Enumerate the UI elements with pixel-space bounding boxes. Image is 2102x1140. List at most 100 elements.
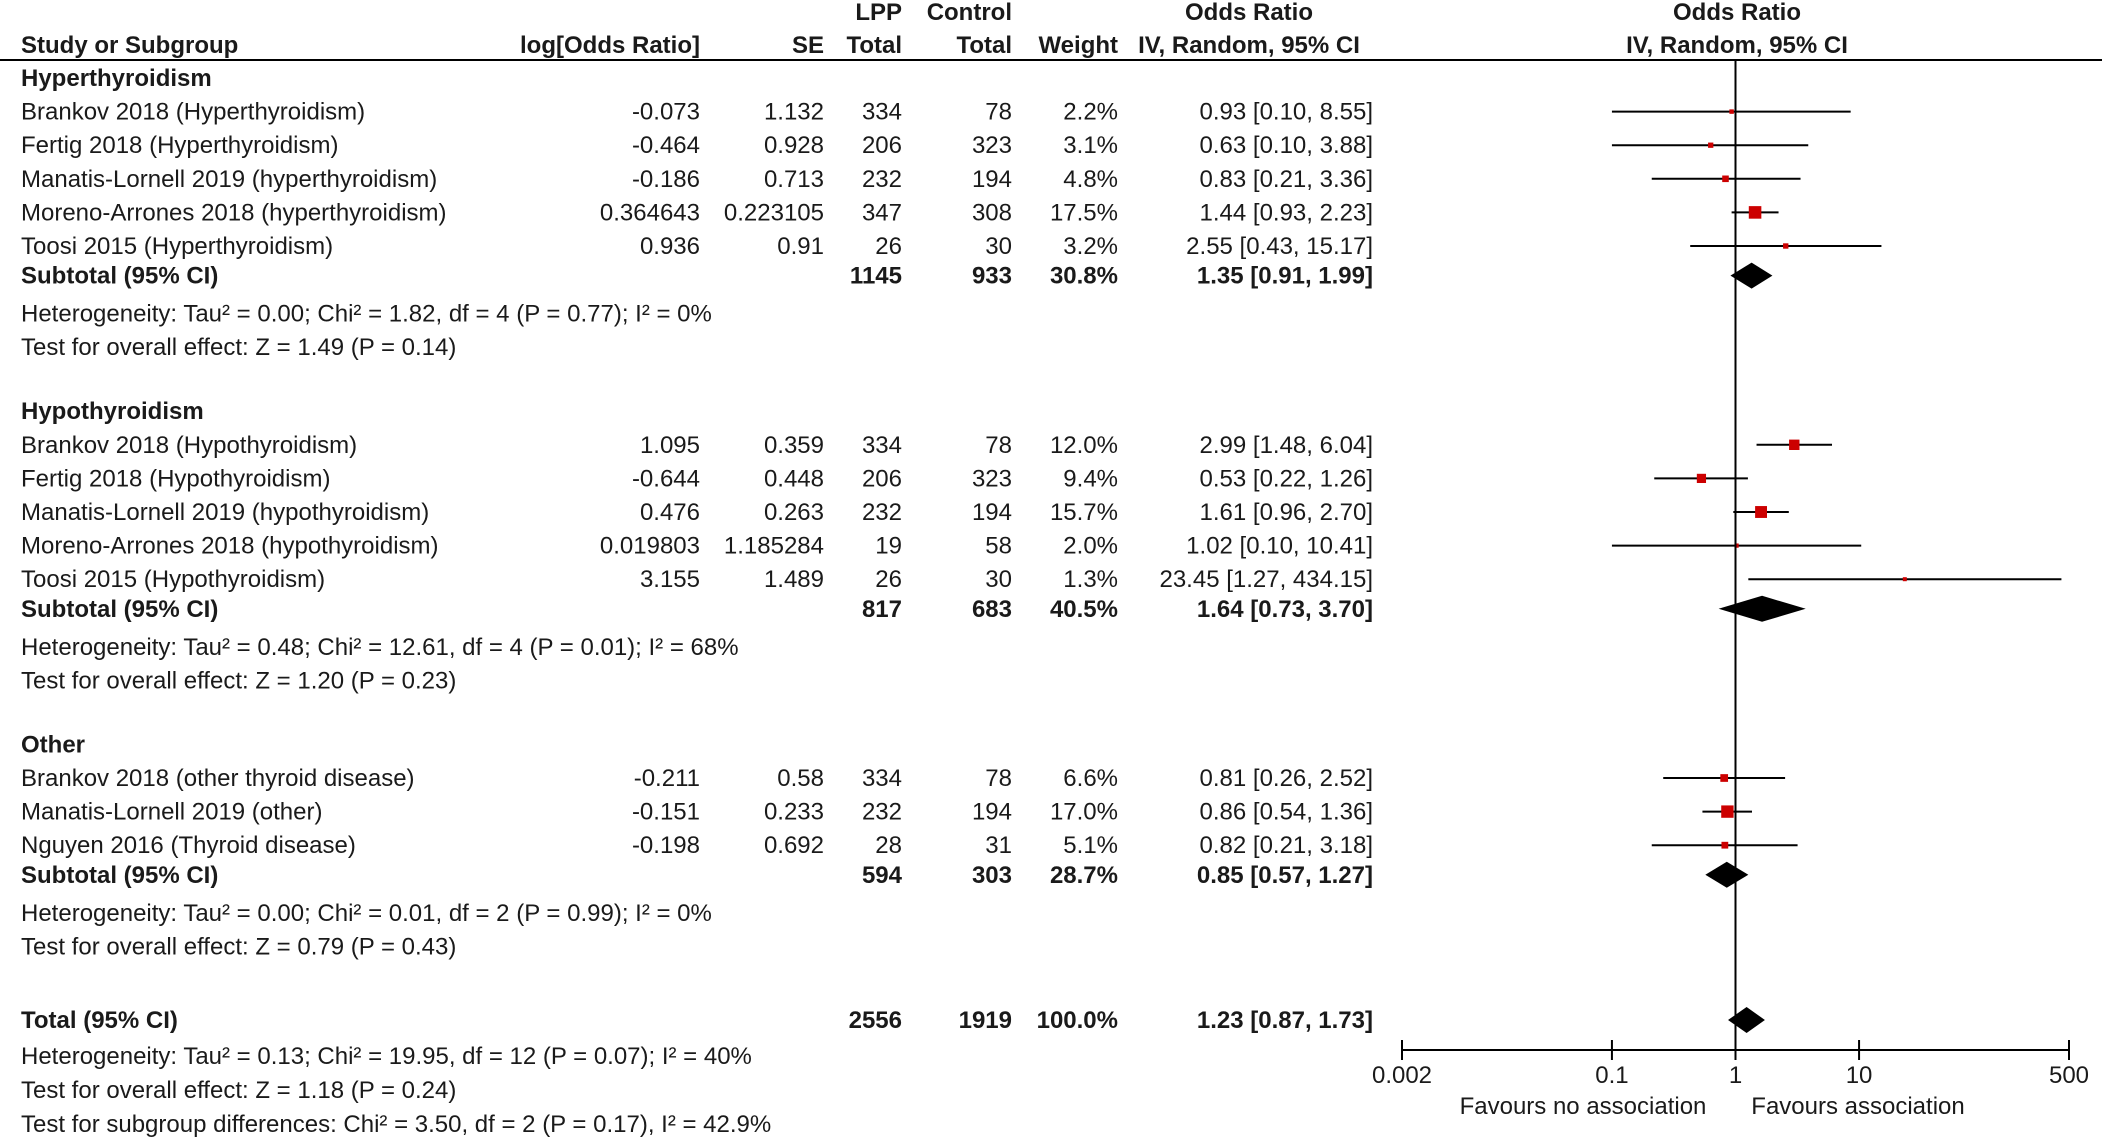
study-control-total: 78 <box>985 432 1012 459</box>
study-lpp-total: 232 <box>862 499 902 526</box>
effect-marker <box>1720 774 1729 782</box>
col-header-control-total: Total <box>956 32 1012 59</box>
study-name: Manatis-Lornell 2019 (hypothyroidism) <box>21 499 429 526</box>
study-weight: 17.5% <box>1050 199 1118 226</box>
study-weight: 12.0% <box>1050 432 1118 459</box>
study-se: 0.359 <box>764 432 824 459</box>
study-control-total: 194 <box>972 499 1012 526</box>
effect-marker <box>1696 473 1707 483</box>
study-lpp-total: 206 <box>862 132 902 159</box>
subtotal-lpp-total: 1145 <box>850 263 902 290</box>
subgroup-title: Hypothyroidism <box>21 398 204 425</box>
study-se: 0.263 <box>764 499 824 526</box>
study-lpp-total: 26 <box>875 233 902 260</box>
subtotal-control-total: 933 <box>972 263 1012 290</box>
study-ci: 0.82 [0.21, 3.18] <box>1200 832 1373 859</box>
study-se: 0.692 <box>764 832 824 859</box>
study-weight: 2.2% <box>1063 99 1118 126</box>
study-weight: 4.8% <box>1063 166 1118 193</box>
total-lpp-total: 2556 <box>849 1007 902 1034</box>
effect-marker <box>1789 439 1800 450</box>
study-ci: 2.99 [1.48, 6.04] <box>1200 432 1373 459</box>
study-ci: 0.93 [0.10, 8.55] <box>1200 99 1373 126</box>
study-lpp-total: 334 <box>862 432 902 459</box>
study-se: 0.448 <box>764 465 824 492</box>
overall-effect-text: Test for overall effect: Z = 1.49 (P = 0… <box>21 334 456 361</box>
study-ci: 1.02 [0.10, 10.41] <box>1186 533 1373 560</box>
study-name: Manatis-Lornell 2019 (other) <box>21 799 323 826</box>
study-control-total: 30 <box>985 566 1012 593</box>
study-lpp-total: 334 <box>862 765 902 792</box>
study-name: Brankov 2018 (Hyperthyroidism) <box>21 99 365 126</box>
study-control-total: 78 <box>985 99 1012 126</box>
total-ci: 1.23 [0.87, 1.73] <box>1197 1007 1373 1034</box>
study-weight: 17.0% <box>1050 799 1118 826</box>
effect-marker <box>1783 243 1789 249</box>
subtotal-weight: 28.7% <box>1050 862 1118 889</box>
effect-marker <box>1721 841 1729 849</box>
study-name: Toosi 2015 (Hyperthyroidism) <box>21 233 333 260</box>
subtotal-ci: 1.35 [0.91, 1.99] <box>1197 263 1373 290</box>
study-se: 1.185284 <box>724 533 824 560</box>
study-se: 1.489 <box>764 566 824 593</box>
study-log-odds-ratio: -0.073 <box>632 99 700 126</box>
study-log-odds-ratio: 0.364643 <box>600 199 700 226</box>
overall-effect-text: Test for overall effect: Z = 1.20 (P = 0… <box>21 667 456 694</box>
col-header-odds-ratio-method: IV, Random, 95% CI <box>1138 32 1360 59</box>
study-lpp-total: 19 <box>875 533 902 560</box>
favours-left-label: Favours no association <box>1460 1093 1707 1120</box>
study-control-total: 78 <box>985 765 1012 792</box>
col-header-lpp-total: Total <box>846 32 902 59</box>
study-se: 0.233 <box>764 799 824 826</box>
study-weight: 15.7% <box>1050 499 1118 526</box>
effect-marker <box>1755 506 1767 518</box>
total-label: Total (95% CI) <box>21 1007 178 1034</box>
study-name: Fertig 2018 (Hyperthyroidism) <box>21 132 338 159</box>
study-log-odds-ratio: -0.211 <box>634 765 700 792</box>
study-control-total: 31 <box>985 832 1012 859</box>
study-ci: 0.63 [0.10, 3.88] <box>1200 132 1373 159</box>
subtotal-label: Subtotal (95% CI) <box>21 862 218 889</box>
study-weight: 5.1% <box>1063 832 1118 859</box>
subgroup-title: Hyperthyroidism <box>21 65 212 92</box>
study-weight: 9.4% <box>1063 465 1118 492</box>
study-log-odds-ratio: 1.095 <box>640 432 700 459</box>
x-tick-label: 1 <box>1729 1062 1742 1089</box>
study-ci: 23.45 [1.27, 434.15] <box>1159 566 1373 593</box>
effect-marker <box>1734 543 1739 548</box>
x-tick-label: 10 <box>1846 1062 1873 1089</box>
study-log-odds-ratio: 0.019803 <box>600 533 700 560</box>
col-header-odds-ratio: Odds Ratio <box>1185 0 1313 26</box>
subtotal-diamond <box>1705 861 1749 888</box>
study-name: Manatis-Lornell 2019 (hyperthyroidism) <box>21 166 437 193</box>
col-header-se: SE <box>792 32 824 59</box>
study-ci: 2.55 [0.43, 15.17] <box>1186 233 1373 260</box>
study-control-total: 30 <box>985 233 1012 260</box>
study-se: 1.132 <box>764 99 824 126</box>
study-ci: 0.83 [0.21, 3.36] <box>1200 166 1373 193</box>
plot-header-method: IV, Random, 95% CI <box>1626 32 1848 59</box>
subtotal-control-total: 303 <box>972 862 1012 889</box>
study-log-odds-ratio: -0.198 <box>632 832 700 859</box>
effect-marker <box>1902 577 1907 582</box>
x-tick-label: 500 <box>2049 1062 2089 1089</box>
favours-right-label: Favours association <box>1751 1093 1964 1120</box>
subtotal-lpp-total: 817 <box>862 596 902 623</box>
study-lpp-total: 26 <box>875 566 902 593</box>
study-ci: 0.53 [0.22, 1.26] <box>1200 465 1373 492</box>
study-se: 0.223105 <box>724 199 824 226</box>
study-control-total: 308 <box>972 199 1012 226</box>
effect-marker <box>1721 805 1734 818</box>
study-control-total: 194 <box>972 799 1012 826</box>
total-diamond <box>1728 1007 1765 1033</box>
study-lpp-total: 232 <box>862 166 902 193</box>
subtotal-weight: 40.5% <box>1050 596 1118 623</box>
effect-marker <box>1748 206 1762 219</box>
study-weight: 3.2% <box>1063 233 1118 260</box>
study-name: Moreno-Arrones 2018 (hyperthyroidism) <box>21 199 447 226</box>
study-name: Toosi 2015 (Hypothyroidism) <box>21 566 325 593</box>
col-header-control: Control <box>927 0 1012 26</box>
plot-header-odds-ratio: Odds Ratio <box>1673 0 1801 26</box>
study-name: Moreno-Arrones 2018 (hypothyroidism) <box>21 533 439 560</box>
total-control-total: 1919 <box>959 1007 1012 1034</box>
